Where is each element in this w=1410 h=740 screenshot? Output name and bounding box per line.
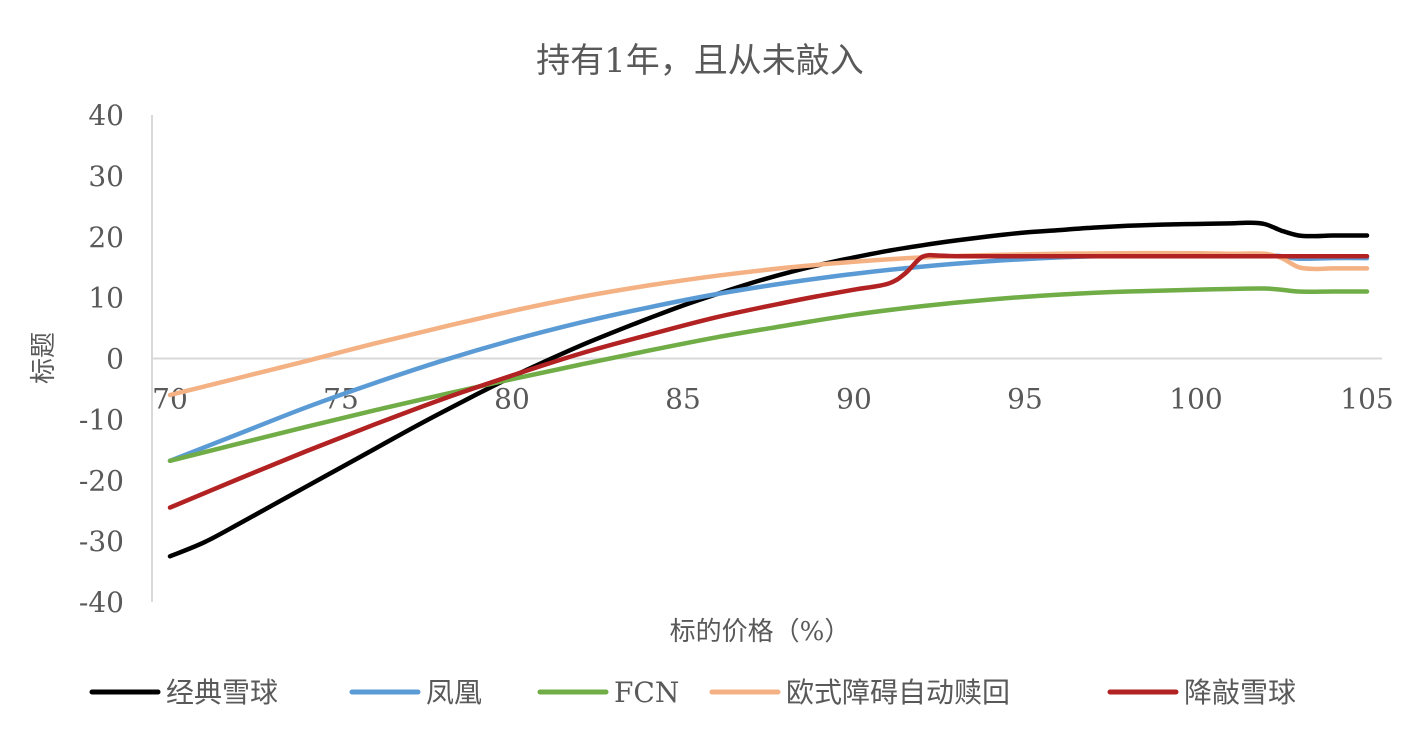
y-tick-label: 20 [88, 221, 124, 254]
legend-item: 凤凰 [349, 676, 482, 709]
x-tick-label: 95 [1007, 383, 1043, 416]
legend-item: FCN [537, 676, 679, 709]
x-tick-label: 70 [152, 383, 188, 416]
series-line-3 [167, 286, 1370, 464]
axes [151, 115, 1382, 602]
x-tick-label: 80 [494, 383, 530, 416]
x-tick-label: 105 [1340, 383, 1393, 416]
y-tick-labels: 40 30 20 10 0 -10 -20 -30 -40 [79, 99, 124, 619]
legend-label: 欧式障碍自动赎回 [786, 676, 1010, 709]
y-tick-label: -30 [79, 525, 124, 558]
y-tick-label: -10 [79, 403, 124, 436]
x-tick-label: 100 [1169, 383, 1222, 416]
legend-label: 凤凰 [426, 676, 482, 709]
legend-item: 欧式障碍自动赎回 [709, 676, 1010, 709]
series-layer [167, 220, 1370, 559]
series-line-5 [167, 252, 1370, 510]
legend-label: 降敲雪球 [1184, 676, 1296, 709]
x-tick-labels: 70 75 80 85 90 95 100 105 [152, 383, 1394, 416]
legend-label: 经典雪球 [166, 676, 278, 709]
x-axis-title: 标的价格（%） [670, 617, 851, 647]
y-tick-label: 0 [106, 343, 124, 376]
legend: 经典雪球 凤凰 FCN 欧式障碍自动赎回 降敲雪球 [89, 676, 1296, 709]
y-axis-title: 标题 [29, 332, 59, 384]
x-tick-label: 85 [665, 383, 701, 416]
legend-label: FCN [614, 676, 679, 709]
y-tick-label: -40 [79, 586, 124, 619]
y-tick-label: 30 [88, 160, 124, 193]
legend-item: 经典雪球 [89, 676, 278, 709]
y-tick-label: -20 [79, 464, 124, 497]
y-tick-label: 10 [88, 282, 124, 315]
legend-item: 降敲雪球 [1107, 676, 1296, 709]
y-tick-label: 40 [88, 99, 124, 132]
chart-title: 持有1年，且从未敲入 [536, 41, 864, 81]
series-line-4 [167, 250, 1370, 398]
x-tick-label: 90 [836, 383, 872, 416]
